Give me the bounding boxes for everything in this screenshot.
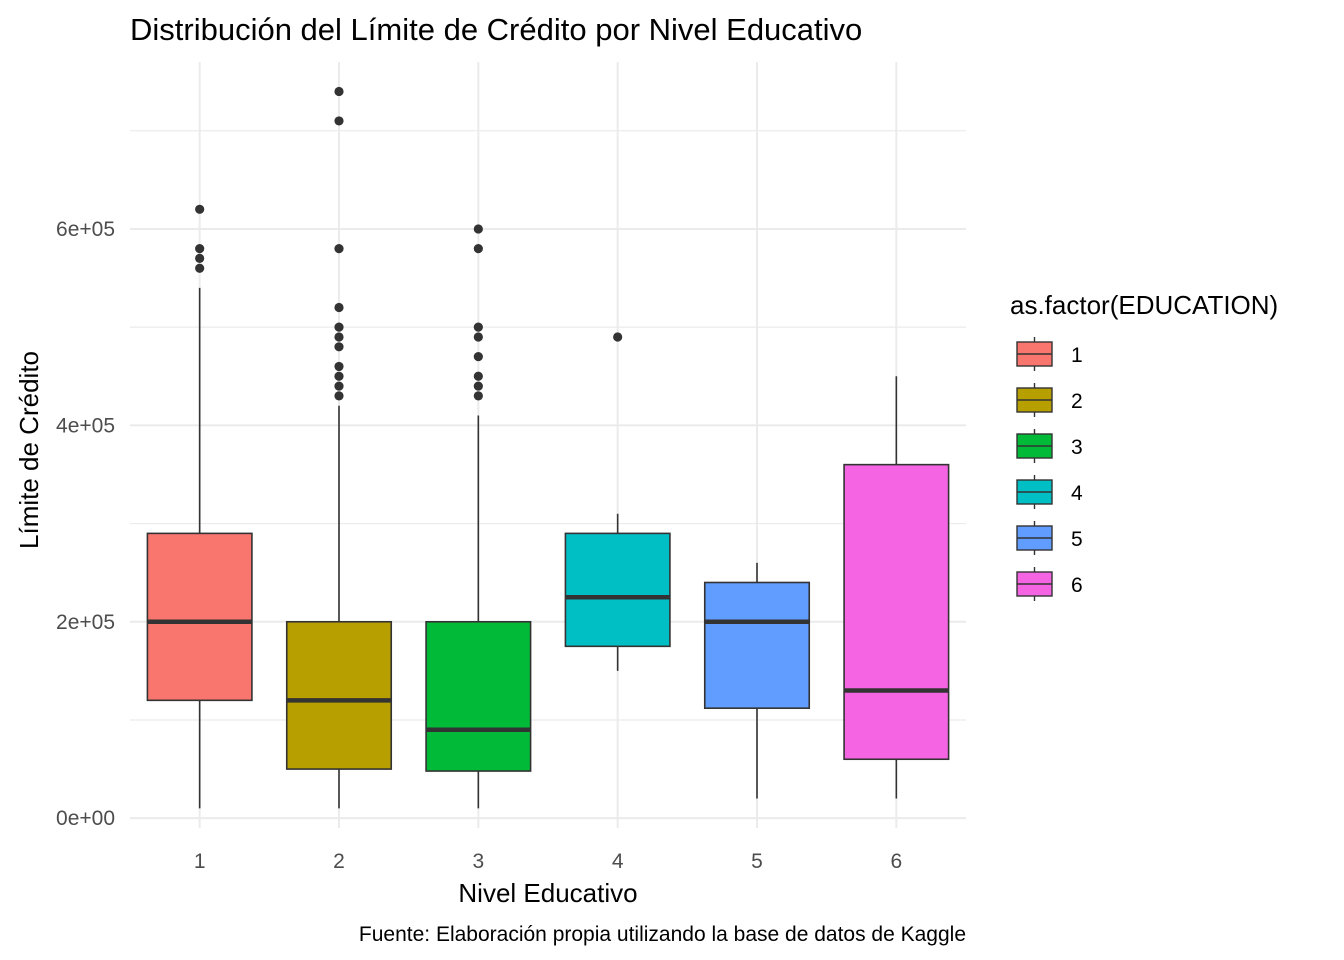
legend-label: 2 xyxy=(1071,390,1083,413)
box-group xyxy=(703,562,811,799)
outlier-point xyxy=(473,391,483,401)
grid xyxy=(130,62,966,828)
outlier-point xyxy=(334,302,344,313)
box xyxy=(703,581,811,709)
legend-label: 5 xyxy=(1071,528,1083,551)
box xyxy=(285,620,393,770)
y-tick-label: 4e+05 xyxy=(56,414,115,437)
caption: Fuente: Elaboración propia utilizando la… xyxy=(359,923,966,946)
outlier-point xyxy=(473,352,483,362)
legend-label: 3 xyxy=(1071,436,1083,459)
y-tick-label: 6e+05 xyxy=(56,218,115,241)
outlier-point xyxy=(334,361,344,372)
outlier-point xyxy=(334,391,344,401)
legend-item: 4 xyxy=(1016,475,1083,509)
outlier-point xyxy=(334,342,344,352)
legend-item: 5 xyxy=(1016,521,1083,555)
legend-label: 6 xyxy=(1071,574,1083,597)
legend-title: as.factor(EDUCATION) xyxy=(1010,290,1278,320)
x-tick-label: 5 xyxy=(751,850,763,873)
x-tick-label: 6 xyxy=(890,850,902,873)
x-tick-label: 1 xyxy=(194,850,206,873)
box-group xyxy=(425,224,532,809)
x-axis-label: Nivel Educativo xyxy=(458,878,637,908)
box-group xyxy=(285,86,393,809)
outlier-point xyxy=(195,243,205,254)
outlier-point xyxy=(334,381,344,391)
x-axis-ticks: 1 2 3 4 5 6 xyxy=(194,850,902,873)
y-tick-label: 0e+00 xyxy=(56,807,115,830)
outlier-point xyxy=(195,263,205,273)
box-group xyxy=(843,376,950,799)
legend-label: 1 xyxy=(1071,344,1083,367)
outlier-point xyxy=(473,332,483,342)
box-group xyxy=(564,332,671,671)
boxes xyxy=(146,86,950,809)
y-axis-ticks: 0e+00 2e+05 4e+05 6e+05 xyxy=(56,218,115,830)
box xyxy=(146,532,253,702)
outlier-point xyxy=(195,204,205,214)
box xyxy=(425,620,532,772)
chart-title: Distribución del Límite de Crédito por N… xyxy=(130,12,862,47)
outlier-point xyxy=(473,224,483,234)
outlier-point xyxy=(473,371,483,381)
x-tick-label: 4 xyxy=(612,850,624,873)
box xyxy=(564,532,671,648)
x-tick-label: 3 xyxy=(472,850,484,873)
legend: 1 2 3 4 5 6 xyxy=(1016,337,1083,601)
outlier-point xyxy=(334,243,344,254)
legend-item: 2 xyxy=(1016,383,1083,417)
outlier-point xyxy=(334,116,344,126)
legend-item: 1 xyxy=(1016,337,1083,371)
outlier-point xyxy=(473,381,483,391)
x-tick-label: 2 xyxy=(333,850,345,873)
legend-item: 6 xyxy=(1016,567,1083,601)
outlier-point xyxy=(334,332,344,342)
legend-item: 3 xyxy=(1016,429,1083,463)
outlier-point xyxy=(334,371,344,381)
outlier-point xyxy=(334,86,344,97)
outlier-point xyxy=(195,253,205,264)
box xyxy=(843,463,950,761)
outlier-point xyxy=(334,322,344,332)
y-tick-label: 2e+05 xyxy=(56,611,115,634)
outlier-point xyxy=(473,243,483,254)
outlier-point xyxy=(613,332,623,342)
y-axis-label: Límite de Crédito xyxy=(14,351,44,549)
box-group xyxy=(146,204,253,809)
outlier-point xyxy=(473,322,483,332)
legend-label: 4 xyxy=(1071,482,1083,505)
